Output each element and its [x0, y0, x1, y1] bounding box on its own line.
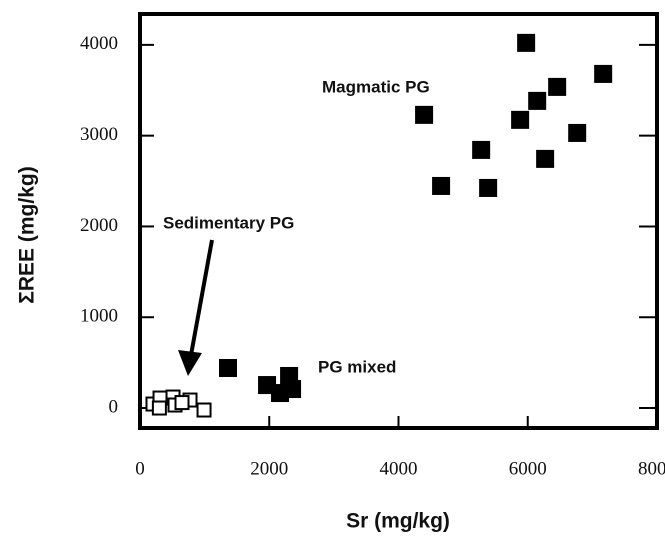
- marker: [548, 77, 567, 96]
- marker: [151, 400, 167, 416]
- x-axis-title: Sr (mg/kg): [346, 510, 450, 533]
- marker: [517, 33, 536, 52]
- annotation: PG mixed: [318, 357, 396, 376]
- annotation: Magmatic PG: [322, 77, 430, 96]
- marker: [479, 178, 498, 197]
- y-axis-title: ΣREE (mg/kg): [16, 166, 39, 303]
- marker: [219, 358, 238, 377]
- y-tick-label: 2000: [80, 215, 118, 236]
- marker: [511, 110, 530, 129]
- marker: [432, 176, 451, 195]
- marker: [196, 402, 212, 418]
- y-tick-label: 0: [109, 396, 119, 417]
- marker: [283, 380, 302, 399]
- x-tick-label: 8000: [638, 458, 665, 479]
- annotation: Sedimentary PG: [163, 213, 294, 232]
- x-tick-label: 6000: [509, 458, 547, 479]
- y-tick-label: 1000: [80, 306, 118, 327]
- y-tick-label: 3000: [80, 124, 118, 145]
- marker: [528, 91, 547, 110]
- marker: [472, 140, 491, 159]
- x-tick-label: 2000: [250, 458, 288, 479]
- marker: [594, 64, 613, 83]
- marker: [536, 149, 555, 168]
- arrow-shaft: [189, 239, 214, 356]
- marker: [415, 105, 434, 124]
- x-tick-label: 4000: [380, 458, 418, 479]
- marker: [568, 123, 587, 142]
- marker: [174, 395, 190, 411]
- x-tick-label: 0: [135, 458, 145, 479]
- arrow-head: [178, 350, 202, 376]
- y-tick-label: 4000: [80, 33, 118, 54]
